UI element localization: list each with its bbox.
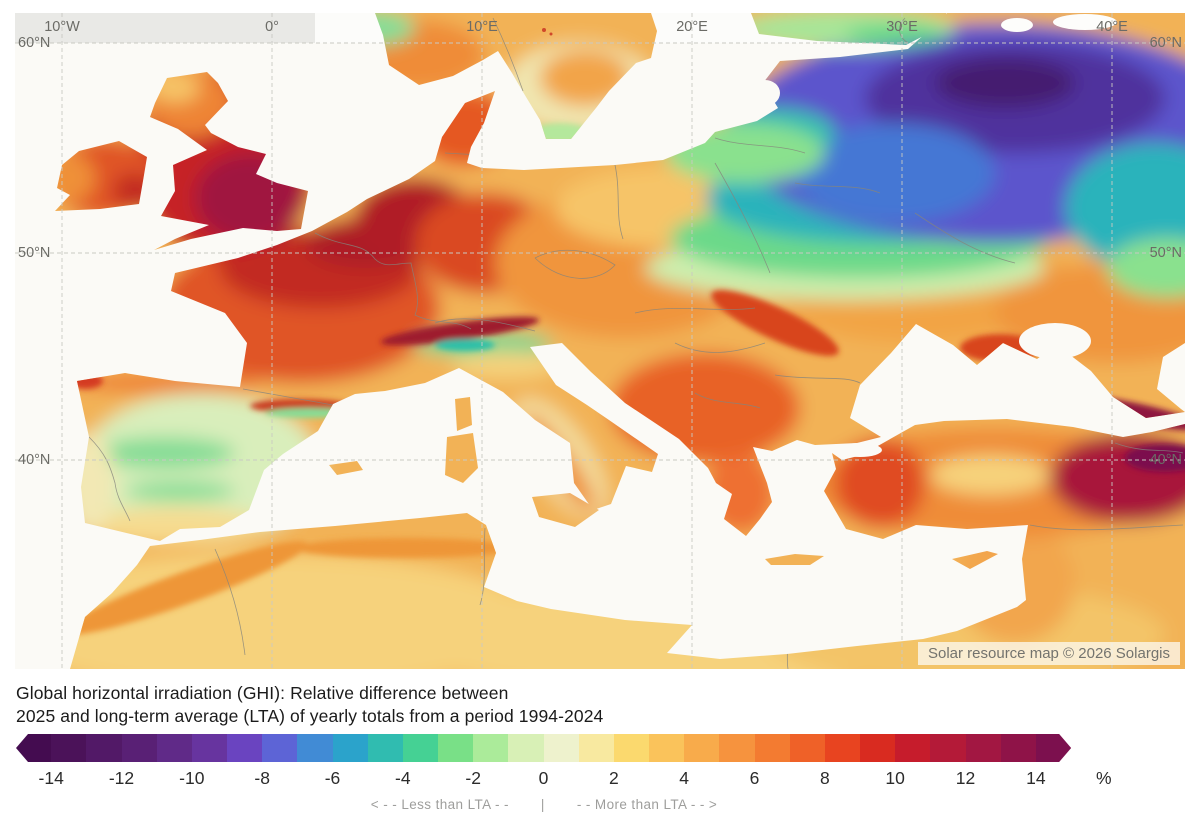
- colorbar-tick: 10: [885, 768, 905, 788]
- caption-line-1: Global horizontal irradiation (GHI): Rel…: [16, 683, 509, 703]
- colorbar-tick: 2: [608, 768, 619, 788]
- colorbar-segment: [965, 734, 1001, 762]
- colorbar-segment: [543, 734, 579, 762]
- colorbar-segment: [332, 734, 368, 762]
- graticule: [15, 13, 1185, 669]
- colorbar-tick: -10: [179, 768, 205, 788]
- sea-of-azov: [1019, 323, 1091, 359]
- colorbar-segment: [367, 734, 403, 762]
- colorbar-segment: [719, 734, 755, 762]
- colorbar-segment: [191, 734, 228, 762]
- less-than-lta-label: < - - Less than LTA - -: [370, 797, 509, 812]
- colorbar-segment: [789, 734, 825, 762]
- faroe-islands: [542, 28, 546, 32]
- colorbar: -14 -12 -10 -8 -6 -4 -2 0 2 4 6 8 10 12 14 % < - - Les…: [16, 734, 1112, 812]
- colorbar-segment: [1036, 734, 1071, 762]
- map-attribution: Solar resource map © 2026 Solargis: [917, 642, 1180, 665]
- colorbar-tick: 8: [819, 768, 830, 788]
- colorbar-segment: [1000, 734, 1036, 762]
- lta-divider: |: [540, 797, 545, 812]
- faroe-islands: [549, 32, 553, 36]
- colorbar-tick: -4: [395, 768, 411, 788]
- colorbar-tick: 6: [749, 768, 760, 788]
- colorbar-tick: 14: [1026, 768, 1046, 788]
- colorbar-segment: [860, 734, 896, 762]
- colorbar-segment: [754, 734, 790, 762]
- map-graphic: [15, 13, 1185, 669]
- colorbar-segment: [824, 734, 861, 762]
- colorbar-segment: [578, 734, 614, 762]
- colorbar-segment: [613, 734, 650, 762]
- colorbar-segment: [684, 734, 720, 762]
- colorbar-segment: [227, 734, 263, 762]
- more-than-lta-label: - - More than LTA - - >: [576, 797, 718, 812]
- country-borders: [88, 17, 1184, 669]
- colorbar-tick: -2: [465, 768, 481, 788]
- colorbar-segment: [930, 734, 966, 762]
- colorbar-unit-label: %: [1096, 768, 1112, 788]
- map-caption: Global horizontal irradiation (GHI): Rel…: [16, 682, 603, 728]
- colorbar-segment: [297, 734, 333, 762]
- colorbar-tick: -12: [108, 768, 135, 788]
- colorbar-segment: [438, 734, 474, 762]
- colorbar-segment: [156, 734, 192, 762]
- cloud-patch: [1053, 14, 1117, 30]
- aegean-sea: [776, 443, 824, 519]
- colorbar-tick: -6: [324, 768, 341, 788]
- colorbar-segment: [86, 734, 122, 762]
- colorbar-segment: [508, 734, 544, 762]
- colorbar-tick: 0: [538, 768, 549, 788]
- lta-legend: < - - Less than LTA - - | - - More than …: [371, 797, 717, 812]
- caption-line-2: 2025 and long-term average (LTA) of year…: [16, 706, 604, 726]
- colorbar-segment: [895, 734, 931, 762]
- colorbar-segment: [402, 734, 439, 762]
- colorbar-tick: -14: [38, 768, 64, 788]
- colorbar-segment: [473, 734, 509, 762]
- cloud-patch: [1001, 18, 1033, 32]
- gulf-of-riga: [750, 80, 780, 106]
- europe-ghi-anomaly-map: 10°W 0° 10°E 20°E 30°E 40°E 60°N 60°N 50°N 50°N 40…: [15, 13, 1185, 669]
- colorbar-tick: 4: [679, 768, 690, 788]
- colorbar-track: [16, 734, 1071, 762]
- colorbar-tick: -8: [254, 768, 270, 788]
- colorbar-ticks: -14 -12 -10 -8 -6 -4 -2 0 2 4 6 8 10 12 14: [16, 768, 1071, 790]
- colorbar-segment: [262, 734, 298, 762]
- colorbar-segment: [649, 734, 685, 762]
- colorbar-segment: [121, 734, 157, 762]
- sea-of-marmara: [838, 443, 882, 457]
- colorbar-segment: [51, 734, 87, 762]
- colorbar-segment: [16, 734, 52, 762]
- colorbar-tick: 12: [955, 768, 976, 788]
